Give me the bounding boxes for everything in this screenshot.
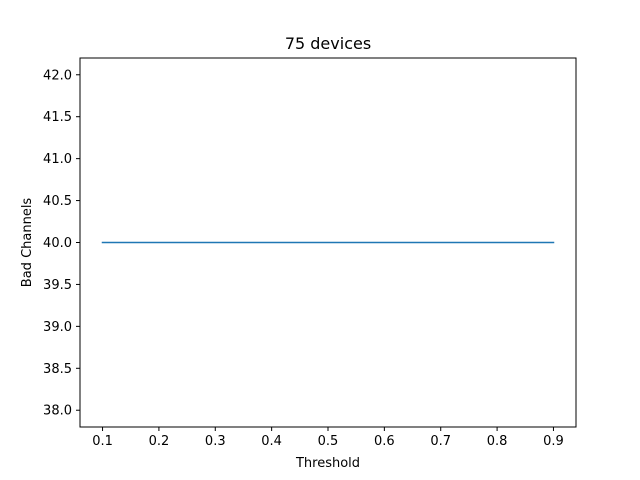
x-tick-label: 0.4 xyxy=(261,434,282,449)
axis-ticks: 0.1 0.2 0.3 0.4 0.5 0.6 0.7 0.8 0.9 38.0 38.5 39.0 3… xyxy=(43,68,564,449)
x-tick-label: 0.9 xyxy=(543,434,564,449)
x-tick-label: 0.6 xyxy=(374,434,395,449)
x-tick-label: 0.1 xyxy=(92,434,113,449)
y-tick-label: 41.5 xyxy=(43,110,72,125)
y-tick-label: 38.0 xyxy=(43,404,72,419)
y-tick-label: 40.5 xyxy=(43,194,72,209)
chart-title: 75 devices xyxy=(285,34,371,53)
x-tick-label: 0.7 xyxy=(430,434,451,449)
y-tick-label: 38.5 xyxy=(43,362,72,377)
y-tick-label: 41.0 xyxy=(43,152,72,167)
y-axis-label: Bad Channels xyxy=(20,198,35,288)
y-tick-label: 39.0 xyxy=(43,320,72,335)
x-tick-label: 0.8 xyxy=(487,434,508,449)
x-tick-label: 0.3 xyxy=(205,434,226,449)
x-tick-label: 0.2 xyxy=(149,434,170,449)
x-axis-label: Threshold xyxy=(295,456,360,471)
axes-frame xyxy=(79,57,577,428)
y-tick-label: 39.5 xyxy=(43,278,72,293)
y-tick-label: 42.0 xyxy=(43,68,72,83)
y-tick-label: 40.0 xyxy=(43,236,72,251)
x-tick-label: 0.5 xyxy=(318,434,339,449)
